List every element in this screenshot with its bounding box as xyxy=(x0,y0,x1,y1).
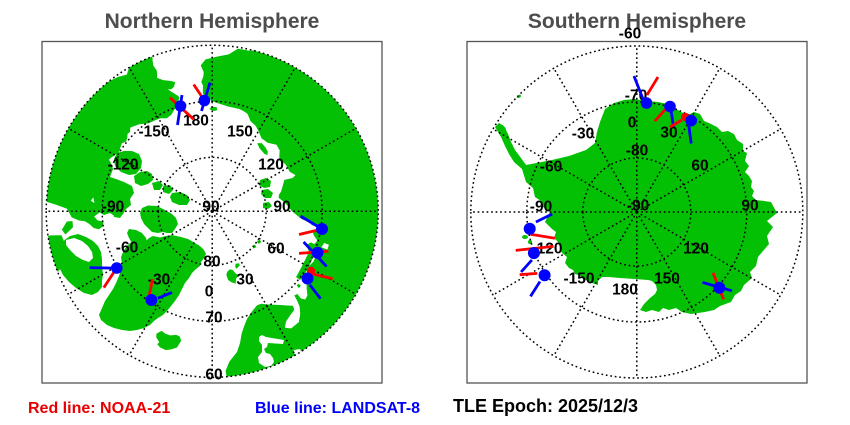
svg-text:-90: -90 xyxy=(627,198,649,215)
svg-text:-60: -60 xyxy=(540,159,562,176)
svg-text:120: 120 xyxy=(683,241,709,258)
svg-text:180: 180 xyxy=(612,282,638,299)
svg-text:-60: -60 xyxy=(619,26,641,43)
svg-text:-150: -150 xyxy=(138,124,169,141)
svg-text:-90: -90 xyxy=(530,199,552,216)
svg-text:Northern Hemisphere: Northern Hemisphere xyxy=(105,10,320,33)
svg-text:-30: -30 xyxy=(148,272,170,289)
svg-text:60: 60 xyxy=(205,367,222,384)
svg-text:30: 30 xyxy=(660,125,677,142)
svg-text:60: 60 xyxy=(267,241,284,258)
svg-text:0: 0 xyxy=(628,115,637,132)
svg-text:120: 120 xyxy=(258,157,284,174)
svg-text:Blue line: LANDSAT-8: Blue line: LANDSAT-8 xyxy=(255,400,420,417)
svg-text:180: 180 xyxy=(183,113,209,130)
svg-text:150: 150 xyxy=(227,124,253,141)
svg-text:30: 30 xyxy=(236,272,253,289)
svg-text:-90: -90 xyxy=(102,199,124,216)
svg-text:TLE Epoch: 2025/12/3: TLE Epoch: 2025/12/3 xyxy=(453,396,638,416)
svg-text:90: 90 xyxy=(202,199,219,216)
svg-text:150: 150 xyxy=(654,271,680,288)
svg-text:90: 90 xyxy=(741,198,758,215)
svg-text:70: 70 xyxy=(205,310,222,327)
svg-text:-120: -120 xyxy=(107,157,138,174)
svg-text:Southern Hemisphere: Southern Hemisphere xyxy=(528,10,746,33)
svg-text:80: 80 xyxy=(203,254,220,271)
svg-text:-30: -30 xyxy=(572,126,594,143)
svg-text:Red line: NOAA-21: Red line: NOAA-21 xyxy=(28,400,170,417)
svg-text:90: 90 xyxy=(273,199,290,216)
svg-text:-60: -60 xyxy=(116,240,138,257)
svg-text:-80: -80 xyxy=(626,143,648,160)
svg-text:-150: -150 xyxy=(563,271,594,288)
svg-text:60: 60 xyxy=(691,158,708,175)
svg-text:0: 0 xyxy=(205,284,214,301)
